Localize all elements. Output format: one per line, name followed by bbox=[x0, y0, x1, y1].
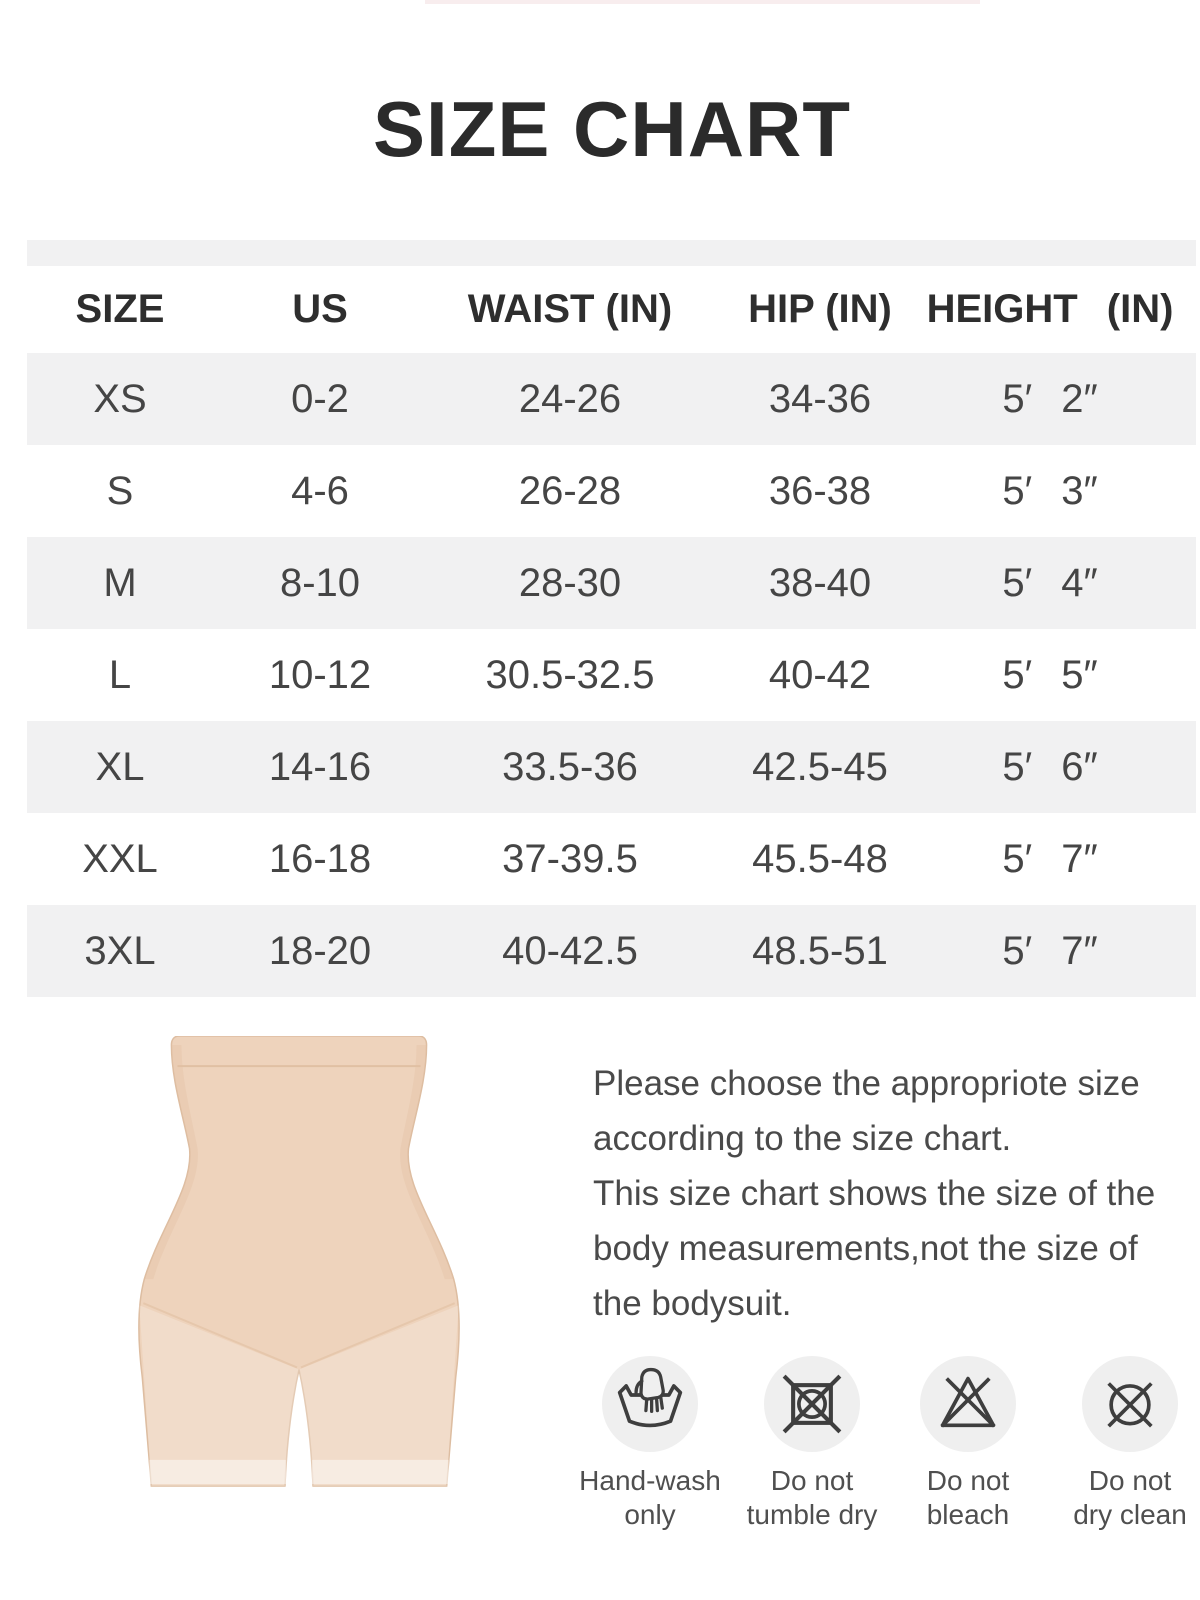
care-instructions: Hand-wash only Do not tumble dry bbox=[0, 1356, 1200, 1566]
cell-us: 16-18 bbox=[268, 836, 372, 881]
cell-us: 18-20 bbox=[268, 928, 372, 973]
table-row-m: M 8-10 28-30 38-40 5′ 4″ bbox=[0, 537, 1200, 629]
table-top-strip bbox=[27, 240, 1196, 266]
cell-height: 5′ 6″ bbox=[1002, 744, 1098, 789]
table-body: XS 0-2 24-26 34-36 5′ 2″ S 4-6 26-28 36-… bbox=[0, 353, 1200, 997]
cell-waist: 26-28 bbox=[518, 468, 622, 513]
table-row-xs: XS 0-2 24-26 34-36 5′ 2″ bbox=[0, 353, 1200, 445]
header-us: US bbox=[292, 287, 348, 331]
header-hip: HIP (IN) bbox=[748, 287, 892, 331]
cell-us: 4-6 bbox=[291, 468, 349, 513]
icon-bubble bbox=[920, 1356, 1016, 1452]
care-label: Hand-wash only bbox=[579, 1465, 721, 1530]
cell-waist: 24-26 bbox=[518, 376, 622, 421]
care-label: Do not dry clean bbox=[1073, 1465, 1187, 1530]
cell-hip: 38-40 bbox=[768, 560, 872, 605]
cell-hip: 45.5-48 bbox=[752, 836, 888, 881]
cell-height: 5′ 5″ bbox=[1002, 652, 1098, 697]
care-item-hand-wash: Hand-wash only bbox=[560, 1356, 740, 1532]
table-header-row: SIZE US WAIST (IN) HIP (IN) HEIGHT (IN) bbox=[0, 266, 1200, 353]
cell-size: 3XL bbox=[84, 928, 156, 973]
table-row-3xl: 3XL 18-20 40-42.5 48.5-51 5′ 7″ bbox=[0, 905, 1200, 997]
cell-waist: 33.5-36 bbox=[502, 744, 638, 789]
cell-height: 5′ 7″ bbox=[1002, 836, 1098, 881]
table-row-s: S 4-6 26-28 36-38 5′ 3″ bbox=[0, 445, 1200, 537]
cell-hip: 34-36 bbox=[768, 376, 872, 421]
icon-bubble bbox=[1082, 1356, 1178, 1452]
table-row-l: L 10-12 30.5-32.5 40-42 5′ 5″ bbox=[0, 629, 1200, 721]
cell-hip: 42.5-45 bbox=[752, 744, 888, 789]
cell-waist: 40-42.5 bbox=[502, 928, 638, 973]
table-row-xxl: XXL 16-18 37-39.5 45.5-48 5′ 7″ bbox=[0, 813, 1200, 905]
cell-hip: 40-42 bbox=[768, 652, 872, 697]
header-height: HEIGHT (IN) bbox=[926, 287, 1174, 331]
cell-height: 5′ 4″ bbox=[1002, 560, 1098, 605]
cell-waist: 28-30 bbox=[518, 560, 622, 605]
care-item-do-not-tumble-dry: Do not tumble dry bbox=[722, 1356, 902, 1532]
cell-height: 5′ 7″ bbox=[1002, 928, 1098, 973]
top-edge-artifact bbox=[425, 0, 980, 4]
icon-bubble bbox=[602, 1356, 698, 1452]
care-item-do-not-dry-clean: Do not dry clean bbox=[1040, 1356, 1200, 1532]
do-not-bleach-icon bbox=[940, 1376, 996, 1428]
cell-waist: 37-39.5 bbox=[502, 836, 638, 881]
cell-us: 0-2 bbox=[291, 376, 349, 421]
cell-us: 10-12 bbox=[268, 652, 372, 697]
care-label: Do not tumble dry bbox=[746, 1465, 878, 1530]
shapewear-shorts-graphic bbox=[138, 1035, 460, 1487]
page-title: SIZE CHART bbox=[373, 85, 851, 173]
cell-size: XL bbox=[95, 744, 145, 789]
cell-size: L bbox=[108, 652, 132, 697]
shapewear-product-image bbox=[133, 1035, 465, 1488]
hand-wash-icon bbox=[617, 1367, 683, 1428]
care-item-do-not-bleach: Do not bleach bbox=[878, 1356, 1058, 1532]
do-not-tumble-dry-icon bbox=[782, 1374, 842, 1434]
cell-height: 5′ 2″ bbox=[1002, 376, 1098, 421]
header-waist: WAIST (IN) bbox=[467, 287, 673, 331]
cell-us: 14-16 bbox=[268, 744, 372, 789]
care-label: Do not bleach bbox=[926, 1465, 1010, 1530]
cell-size: XS bbox=[93, 376, 147, 421]
header-size: SIZE bbox=[75, 287, 165, 331]
do-not-dry-clean-icon bbox=[1107, 1382, 1153, 1428]
icon-bubble bbox=[764, 1356, 860, 1452]
cell-hip: 48.5-51 bbox=[752, 928, 888, 973]
cell-us: 8-10 bbox=[279, 560, 361, 605]
cell-waist: 30.5-32.5 bbox=[485, 652, 655, 697]
cell-size: M bbox=[103, 560, 137, 605]
cell-size: XXL bbox=[82, 836, 158, 881]
size-note-text: Please choose the appropriote size accor… bbox=[593, 1064, 1156, 1323]
cell-height: 5′ 3″ bbox=[1002, 468, 1098, 513]
cell-size: S bbox=[106, 468, 134, 513]
cell-hip: 36-38 bbox=[768, 468, 872, 513]
table-row-xl: XL 14-16 33.5-36 42.5-45 5′ 6″ bbox=[0, 721, 1200, 813]
